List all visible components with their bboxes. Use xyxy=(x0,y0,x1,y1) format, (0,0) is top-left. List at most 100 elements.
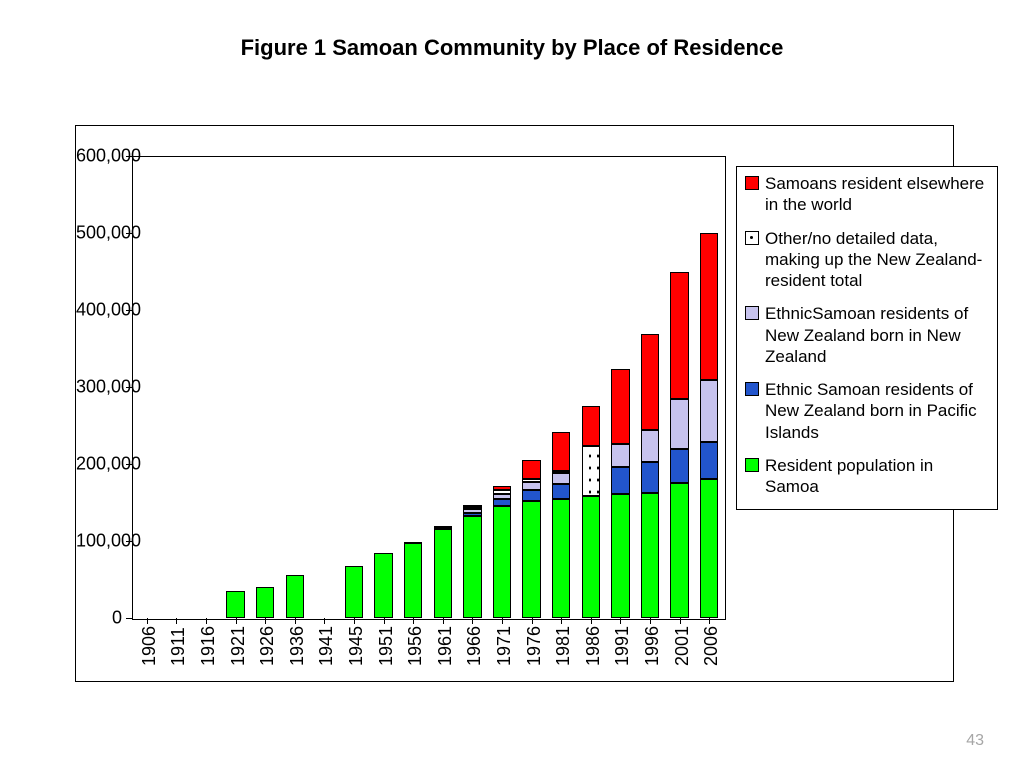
xtick-label: 1906 xyxy=(139,626,160,666)
legend-swatch xyxy=(745,176,759,190)
legend-swatch xyxy=(745,231,759,245)
legend-swatch xyxy=(745,458,759,472)
bar-segment-resident_samoa xyxy=(286,575,304,618)
bar-segment-resident_samoa xyxy=(434,529,452,618)
xtick-label: 1945 xyxy=(346,626,367,666)
ytick-label: 600,000 xyxy=(76,146,122,167)
xtick-label: 1951 xyxy=(376,626,397,666)
bar-segment-nz_born_pacific xyxy=(552,484,570,499)
ytick-label: 100,000 xyxy=(76,531,122,552)
xtick-mark xyxy=(680,618,681,624)
bar-segment-nz_born_nz xyxy=(670,399,688,449)
xtick-mark xyxy=(176,618,177,624)
bar-segment-nz_born_nz xyxy=(493,494,511,499)
legend-item-nz_born_pacific: Ethnic Samoan residents of New Zealand b… xyxy=(745,379,989,443)
bar-segment-resident_samoa xyxy=(670,483,688,618)
xtick-mark xyxy=(413,618,414,624)
figure-title: Figure 1 Samoan Community by Place of Re… xyxy=(0,35,1024,61)
xtick-label: 1971 xyxy=(494,626,515,666)
page-number: 43 xyxy=(966,732,984,750)
xtick-mark xyxy=(384,618,385,624)
xtick-label: 1996 xyxy=(642,626,663,666)
bar-segment-nz_born_nz xyxy=(522,482,540,490)
bar-segment-nz_born_nz xyxy=(700,380,718,442)
legend-swatch xyxy=(745,382,759,396)
legend-item-other_nz_total: Other/no detailed data, making up the Ne… xyxy=(745,228,989,292)
xtick-mark xyxy=(561,618,562,624)
xtick-mark xyxy=(472,618,473,624)
xtick-mark xyxy=(295,618,296,624)
xtick-label: 1941 xyxy=(316,626,337,666)
bar-segment-elsewhere_world xyxy=(670,272,688,399)
bar-segment-resident_samoa xyxy=(641,493,659,618)
bar-segment-nz_born_nz xyxy=(463,509,481,512)
ytick-label: 200,000 xyxy=(76,454,122,475)
legend-label: Other/no detailed data, making up the Ne… xyxy=(765,228,989,292)
bar-segment-resident_samoa xyxy=(552,499,570,618)
bar-segment-resident_samoa xyxy=(522,501,540,618)
xtick-label: 1986 xyxy=(583,626,604,666)
xtick-mark xyxy=(324,618,325,624)
bar-segment-resident_samoa xyxy=(493,506,511,618)
legend-item-elsewhere_world: Samoans resident elsewhere in the world xyxy=(745,173,989,216)
xtick-mark xyxy=(502,618,503,624)
bar-segment-elsewhere_world xyxy=(493,486,511,491)
ytick-mark xyxy=(126,618,132,619)
bar-segment-resident_samoa xyxy=(374,553,392,618)
bar-segment-resident_samoa xyxy=(226,591,244,618)
bar-segment-other_nz_total xyxy=(404,542,422,544)
legend-swatch xyxy=(745,306,759,320)
xtick-label: 1961 xyxy=(435,626,456,666)
chart-legend: Samoans resident elsewhere in the world O… xyxy=(736,166,998,510)
bar-segment-nz_born_nz xyxy=(611,444,629,467)
bar-segment-nz_born_pacific xyxy=(611,467,629,494)
bar-segment-elsewhere_world xyxy=(522,460,540,479)
bar-segment-other_nz_total xyxy=(493,490,511,494)
xtick-label: 1921 xyxy=(228,626,249,666)
ytick-label: 400,000 xyxy=(76,300,122,321)
ytick-label: 500,000 xyxy=(76,223,122,244)
xtick-mark xyxy=(709,618,710,624)
bar-segment-elsewhere_world xyxy=(582,406,600,445)
bar-segment-nz_born_pacific xyxy=(493,499,511,506)
bar-segment-nz_born_nz xyxy=(641,430,659,462)
legend-label: EthnicSamoan residents of New Zealand bo… xyxy=(765,303,989,367)
xtick-mark xyxy=(265,618,266,624)
bar-segment-resident_samoa xyxy=(463,516,481,618)
bar-segment-other_nz_total xyxy=(463,507,481,509)
bar-segment-other_nz_total xyxy=(552,471,570,473)
xtick-mark xyxy=(620,618,621,624)
legend-item-resident_samoa: Resident population in Samoa xyxy=(745,455,989,498)
xtick-mark xyxy=(532,618,533,624)
xtick-mark xyxy=(443,618,444,624)
legend-label: Resident population in Samoa xyxy=(765,455,989,498)
xtick-label: 1981 xyxy=(553,626,574,666)
legend-label: Samoans resident elsewhere in the world xyxy=(765,173,989,216)
xtick-label: 1966 xyxy=(464,626,485,666)
bar-segment-elsewhere_world xyxy=(700,233,718,380)
xtick-mark xyxy=(650,618,651,624)
xtick-label: 1976 xyxy=(524,626,545,666)
bar-segment-nz_born_pacific xyxy=(641,462,659,493)
bar-segment-nz_born_pacific xyxy=(700,442,718,479)
bar-segment-nz_born_nz xyxy=(552,473,570,484)
xtick-mark xyxy=(354,618,355,624)
xtick-label: 2001 xyxy=(672,626,693,666)
bar-segment-resident_samoa xyxy=(345,566,363,618)
bar-segment-resident_samoa xyxy=(700,479,718,618)
xtick-label: 1991 xyxy=(612,626,633,666)
xtick-mark xyxy=(206,618,207,624)
plot-area xyxy=(132,156,726,620)
bar-segment-elsewhere_world xyxy=(611,369,629,444)
bar-segment-other_nz_total xyxy=(434,526,452,528)
xtick-mark xyxy=(236,618,237,624)
bar-segment-resident_samoa xyxy=(611,494,629,618)
bar-segment-resident_samoa xyxy=(404,543,422,618)
bar-segment-elsewhere_world xyxy=(641,334,659,430)
legend-item-nz_born_nz: EthnicSamoan residents of New Zealand bo… xyxy=(745,303,989,367)
xtick-label: 2006 xyxy=(701,626,722,666)
chart-frame: Samoans resident elsewhere in the worldO… xyxy=(75,125,954,682)
bar-segment-nz_born_pacific xyxy=(522,490,540,501)
ytick-label: 300,000 xyxy=(76,377,122,398)
bar-segment-nz_born_pacific xyxy=(463,513,481,517)
